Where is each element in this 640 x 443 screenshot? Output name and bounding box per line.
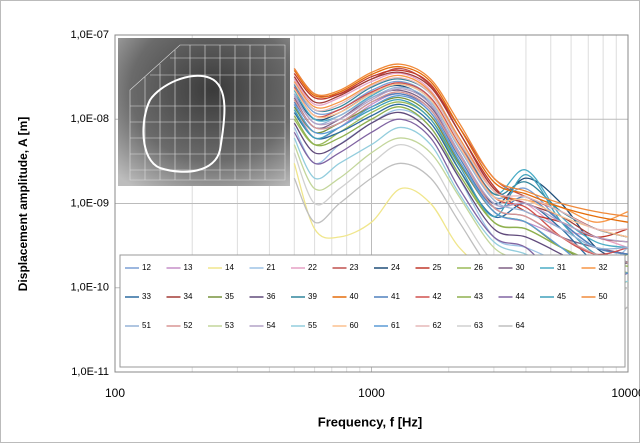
legend-label: 62	[433, 321, 442, 330]
legend	[119, 254, 626, 368]
legend-label: 22	[308, 263, 317, 272]
plot-border	[114, 34, 629, 373]
legend-label: 31	[557, 263, 566, 272]
legend-label: 25	[433, 263, 442, 272]
legend-label: 36	[267, 292, 276, 301]
legend-label: 40	[350, 292, 359, 301]
legend-label: 12	[142, 263, 151, 272]
legend-label: 33	[142, 292, 151, 301]
legend-label: 23	[350, 263, 359, 272]
series-line	[293, 86, 629, 250]
legend-label: 53	[225, 321, 234, 330]
legend-label: 54	[267, 321, 276, 330]
y-axis-label: Displacement amplitude, A [m]	[16, 117, 30, 291]
series-line	[293, 88, 629, 243]
legend-label: 34	[184, 292, 193, 301]
legend-label: 43	[474, 292, 483, 301]
series-line	[293, 103, 629, 266]
legend-label: 30	[516, 263, 525, 272]
legend-label: 52	[184, 321, 193, 330]
series-line	[293, 76, 629, 231]
legend-label: 13	[184, 263, 193, 272]
legend-label: 14	[225, 263, 234, 272]
x-tick-label: 1000	[358, 386, 385, 400]
y-tick-label: 1,0E-08	[70, 113, 109, 125]
y-tick-label: 1,0E-11	[71, 366, 109, 378]
legend-label: 64	[516, 321, 525, 330]
y-tick-label: 1,0E-07	[70, 29, 109, 41]
y-tick-label: 1,0E-10	[70, 282, 109, 294]
series-line	[293, 91, 629, 264]
legend-label: 35	[225, 292, 234, 301]
legend-label: 61	[391, 321, 400, 330]
legend-label: 42	[433, 292, 442, 301]
legend-label: 51	[142, 321, 151, 330]
legend-entries: 12 13 14 21 22 23 24 25 26 30 31 32 33 34 35 36 39 40 41 42…	[125, 263, 608, 330]
legend-label: 63	[474, 321, 483, 330]
legend-label: 26	[474, 263, 483, 272]
legend-label: 32	[599, 263, 608, 272]
series-line	[293, 65, 629, 223]
series-line	[293, 83, 629, 238]
legend-label: 24	[391, 263, 400, 272]
x-tick-label: 100	[105, 386, 125, 400]
series-line	[293, 95, 629, 276]
legend-label: 50	[599, 292, 608, 301]
x-tick-label: 10000	[611, 386, 640, 400]
legend-label: 41	[391, 292, 400, 301]
series-line	[293, 63, 629, 218]
x-axis-label: Frequency, f [Hz]	[318, 414, 423, 429]
legend-label: 39	[308, 292, 317, 301]
legend-label: 45	[557, 292, 566, 301]
legend-label: 44	[516, 292, 525, 301]
inset-photo	[118, 38, 290, 186]
y-tick-label: 1,0E-09	[70, 197, 109, 209]
legend-label: 21	[267, 263, 276, 272]
legend-label: 60	[350, 321, 359, 330]
legend-label: 55	[308, 321, 317, 330]
